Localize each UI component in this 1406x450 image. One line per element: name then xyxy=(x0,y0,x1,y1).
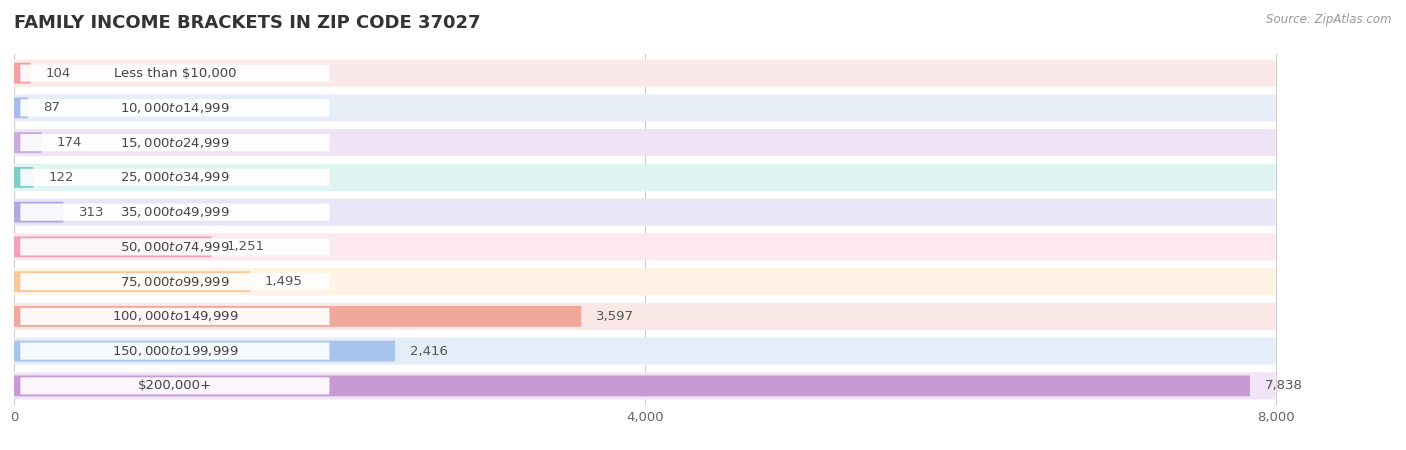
Text: $200,000+: $200,000+ xyxy=(138,379,212,392)
FancyBboxPatch shape xyxy=(20,273,329,290)
Text: $10,000 to $14,999: $10,000 to $14,999 xyxy=(120,101,229,115)
Text: 3,597: 3,597 xyxy=(596,310,634,323)
FancyBboxPatch shape xyxy=(14,164,1275,191)
FancyBboxPatch shape xyxy=(20,238,329,256)
Text: $100,000 to $149,999: $100,000 to $149,999 xyxy=(111,310,238,324)
Text: $15,000 to $24,999: $15,000 to $24,999 xyxy=(120,135,229,149)
Text: 313: 313 xyxy=(79,206,104,219)
Text: 1,251: 1,251 xyxy=(226,240,264,253)
FancyBboxPatch shape xyxy=(14,271,250,292)
FancyBboxPatch shape xyxy=(14,303,1275,330)
Text: 2,416: 2,416 xyxy=(411,345,449,358)
Text: 104: 104 xyxy=(45,67,70,80)
FancyBboxPatch shape xyxy=(14,98,28,118)
FancyBboxPatch shape xyxy=(14,268,1275,295)
FancyBboxPatch shape xyxy=(20,64,329,81)
FancyBboxPatch shape xyxy=(14,63,31,84)
FancyBboxPatch shape xyxy=(20,308,329,325)
Text: $25,000 to $34,999: $25,000 to $34,999 xyxy=(120,171,229,184)
Text: $150,000 to $199,999: $150,000 to $199,999 xyxy=(111,344,238,358)
FancyBboxPatch shape xyxy=(14,167,34,188)
FancyBboxPatch shape xyxy=(14,59,1275,87)
FancyBboxPatch shape xyxy=(14,306,581,327)
Text: $75,000 to $99,999: $75,000 to $99,999 xyxy=(120,274,229,288)
Text: $50,000 to $74,999: $50,000 to $74,999 xyxy=(120,240,229,254)
Text: $35,000 to $49,999: $35,000 to $49,999 xyxy=(120,205,229,219)
FancyBboxPatch shape xyxy=(14,94,1275,122)
Text: Source: ZipAtlas.com: Source: ZipAtlas.com xyxy=(1267,14,1392,27)
FancyBboxPatch shape xyxy=(20,99,329,117)
FancyBboxPatch shape xyxy=(20,203,329,220)
Text: 174: 174 xyxy=(56,136,82,149)
FancyBboxPatch shape xyxy=(14,338,1275,364)
Text: 87: 87 xyxy=(44,101,60,114)
FancyBboxPatch shape xyxy=(14,202,63,223)
FancyBboxPatch shape xyxy=(20,342,329,360)
FancyBboxPatch shape xyxy=(20,378,329,395)
FancyBboxPatch shape xyxy=(14,198,1275,226)
FancyBboxPatch shape xyxy=(20,169,329,186)
FancyBboxPatch shape xyxy=(14,372,1275,400)
FancyBboxPatch shape xyxy=(14,375,1250,396)
Text: 122: 122 xyxy=(48,171,75,184)
FancyBboxPatch shape xyxy=(14,341,395,361)
FancyBboxPatch shape xyxy=(14,132,42,153)
FancyBboxPatch shape xyxy=(14,129,1275,156)
FancyBboxPatch shape xyxy=(14,236,211,257)
Text: FAMILY INCOME BRACKETS IN ZIP CODE 37027: FAMILY INCOME BRACKETS IN ZIP CODE 37027 xyxy=(14,14,481,32)
Text: 7,838: 7,838 xyxy=(1265,379,1303,392)
FancyBboxPatch shape xyxy=(14,233,1275,261)
Text: Less than $10,000: Less than $10,000 xyxy=(114,67,236,80)
Text: 1,495: 1,495 xyxy=(264,275,302,288)
FancyBboxPatch shape xyxy=(20,134,329,151)
